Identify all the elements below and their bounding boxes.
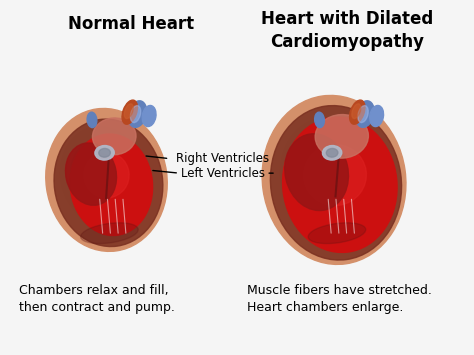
Ellipse shape: [122, 100, 137, 124]
Ellipse shape: [308, 223, 366, 244]
Ellipse shape: [70, 134, 153, 235]
Ellipse shape: [350, 100, 365, 124]
Ellipse shape: [99, 148, 110, 157]
Ellipse shape: [283, 117, 397, 252]
Ellipse shape: [352, 104, 361, 119]
Ellipse shape: [268, 103, 390, 247]
Ellipse shape: [262, 95, 406, 264]
Ellipse shape: [60, 126, 143, 224]
Text: Heart with Dilated
Cardiomyopathy: Heart with Dilated Cardiomyopathy: [262, 11, 434, 51]
Ellipse shape: [304, 144, 366, 206]
Ellipse shape: [46, 109, 167, 251]
Ellipse shape: [71, 139, 133, 212]
Text: Normal Heart: Normal Heart: [68, 15, 194, 33]
Ellipse shape: [124, 104, 133, 119]
Ellipse shape: [317, 161, 341, 190]
Ellipse shape: [87, 112, 97, 127]
Ellipse shape: [322, 146, 342, 160]
Text: Muscle fibers have stretched.
Heart chambers enlarge.: Muscle fibers have stretched. Heart cham…: [247, 284, 432, 313]
Ellipse shape: [315, 112, 324, 127]
Ellipse shape: [54, 119, 163, 247]
Text: Left Ventricles: Left Ventricles: [181, 166, 264, 180]
Ellipse shape: [92, 118, 136, 155]
Ellipse shape: [356, 101, 374, 127]
Ellipse shape: [130, 105, 141, 122]
Ellipse shape: [292, 132, 366, 218]
Ellipse shape: [50, 114, 153, 236]
Ellipse shape: [81, 151, 122, 200]
Ellipse shape: [142, 105, 156, 127]
Ellipse shape: [95, 146, 114, 160]
Ellipse shape: [370, 105, 383, 127]
Ellipse shape: [84, 152, 129, 198]
Ellipse shape: [65, 143, 117, 205]
Ellipse shape: [270, 105, 401, 260]
Ellipse shape: [315, 115, 368, 158]
Ellipse shape: [285, 134, 348, 211]
Ellipse shape: [128, 101, 146, 127]
Ellipse shape: [305, 146, 354, 204]
Text: Right Ventricles: Right Ventricles: [176, 152, 269, 165]
Ellipse shape: [280, 118, 378, 233]
Text: Chambers relax and fill,
then contract and pump.: Chambers relax and fill, then contract a…: [19, 284, 175, 313]
Ellipse shape: [326, 148, 338, 157]
Ellipse shape: [91, 163, 112, 187]
Ellipse shape: [358, 105, 368, 122]
Ellipse shape: [81, 223, 138, 244]
